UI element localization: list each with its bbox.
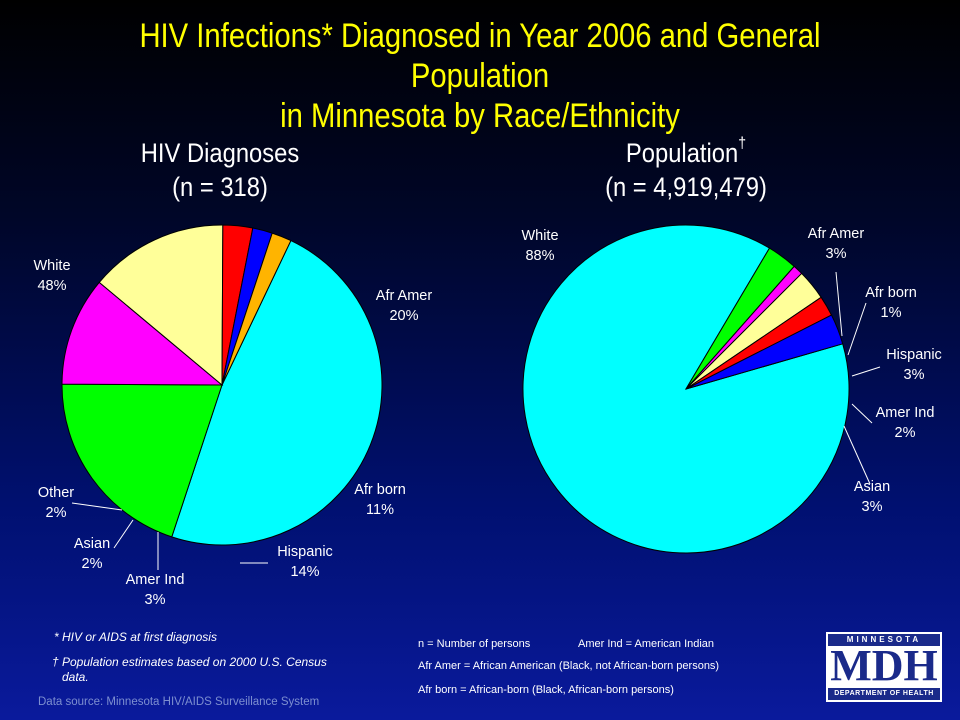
slice-label-other: Other	[38, 485, 74, 501]
slice-value-afr-born: 11%	[366, 502, 394, 518]
title-line-2: in Minnesota by Race/Ethnicity	[280, 97, 680, 135]
slice-value-amer-ind: 2%	[895, 425, 916, 441]
slice-label-white: White	[33, 258, 70, 274]
logo-bottom-band: DEPARTMENT OF HEALTH	[828, 688, 940, 700]
slice-value-afr-amer: 3%	[826, 246, 847, 262]
slice-value-white: 88%	[525, 248, 554, 264]
hiv-chart-title-text: HIV Diagnoses	[140, 138, 300, 168]
pie-slice-afr-born	[61, 281, 224, 386]
slice-label-afr-born: Afr born	[354, 482, 406, 498]
leader-line-hispanic	[851, 366, 881, 377]
hiv-chart-title: HIV Diagnoses (n = 318)	[79, 136, 361, 204]
afr-amer-definition: Afr Amer = African American (Black, not …	[418, 660, 720, 672]
page-title: HIV Infections* Diagnosed in Year 2006 a…	[67, 16, 893, 136]
pie-slice-afr-amer	[61, 383, 223, 538]
slice-label-white: White	[521, 228, 558, 244]
dagger-mark: †	[738, 135, 747, 152]
slice-label-asian: Asian	[74, 536, 110, 552]
slice-label-hispanic: Hispanic	[277, 544, 333, 560]
slice-label-amer-ind: Amer Ind	[126, 572, 185, 588]
logo-letters: MDH	[830, 641, 938, 690]
data-source-note: Data source: Minnesota HIV/AIDS Surveill…	[38, 696, 320, 708]
pie-slice-white	[522, 224, 850, 554]
slice-value-white: 48%	[37, 278, 66, 294]
logo-top-band: MINNESOTA	[828, 634, 940, 646]
pie-slice-white	[171, 239, 383, 546]
slice-value-other: 2%	[46, 505, 67, 521]
afr-born-definition: Afr born = African-born (Black, African-…	[418, 684, 674, 696]
leader-line-amer-ind	[851, 403, 873, 424]
population-chart-title-text: Population	[625, 138, 739, 168]
leader-line-afr-amer	[835, 271, 843, 337]
pie-chart-1: White 48% Afr Amer 20% Afr born 11% Hispanic 14…	[33, 224, 433, 608]
n-definition: n = Number of persons	[418, 638, 531, 650]
pie-slice-hispanic	[98, 224, 224, 387]
slice-label-afr-amer: Afr Amer	[376, 288, 433, 304]
pie-slice-asian	[685, 314, 844, 390]
slice-label-afr-amer: Afr Amer	[808, 226, 865, 242]
mdh-logo: MINNESOTA MDH DEPARTMENT OF HEALTH	[826, 632, 942, 702]
footnote-population-line-1: † Population estimates based on 2000 U.S…	[52, 655, 327, 669]
population-chart-subtitle: (n = 4,919,479)	[605, 172, 767, 202]
slice-value-asian: 3%	[862, 499, 883, 515]
slice-value-afr-born: 1%	[881, 305, 902, 321]
slice-label-hispanic: Hispanic	[886, 347, 942, 363]
hiv-chart-subtitle: (n = 318)	[172, 172, 268, 202]
leader-line-asian	[113, 519, 134, 549]
slice-label-amer-ind: Amer Ind	[876, 405, 935, 421]
slice-label-afr-born: Afr born	[865, 285, 917, 301]
footnote-population: † Population estimates based on 2000 U.S…	[52, 655, 382, 685]
slice-value-asian: 2%	[82, 556, 103, 572]
title-line-1: HIV Infections* Diagnosed in Year 2006 a…	[139, 17, 821, 95]
footnote-population-line-2: data.	[62, 670, 89, 684]
slice-value-amer-ind: 3%	[145, 592, 166, 608]
slice-label-asian: Asian	[854, 479, 890, 495]
leader-line-other	[71, 502, 123, 511]
slice-value-afr-amer: 20%	[389, 308, 418, 324]
population-chart-title: Population† (n = 4,919,479)	[536, 136, 835, 204]
pie-chart-2: White 88% Afr Amer 3% Afr born 1% Hispanic 3% Am…	[521, 224, 942, 554]
slice-value-hispanic: 3%	[904, 367, 925, 383]
leader-line-asian	[843, 425, 871, 485]
pie-slice-other	[221, 232, 292, 386]
leader-line-afr-born	[847, 302, 867, 356]
slice-value-hispanic: 14%	[290, 564, 319, 580]
amer-ind-definition: Amer Ind = American Indian	[578, 638, 715, 650]
footnote-hiv-aids: * HIV or AIDS at first diagnosis	[54, 630, 217, 644]
